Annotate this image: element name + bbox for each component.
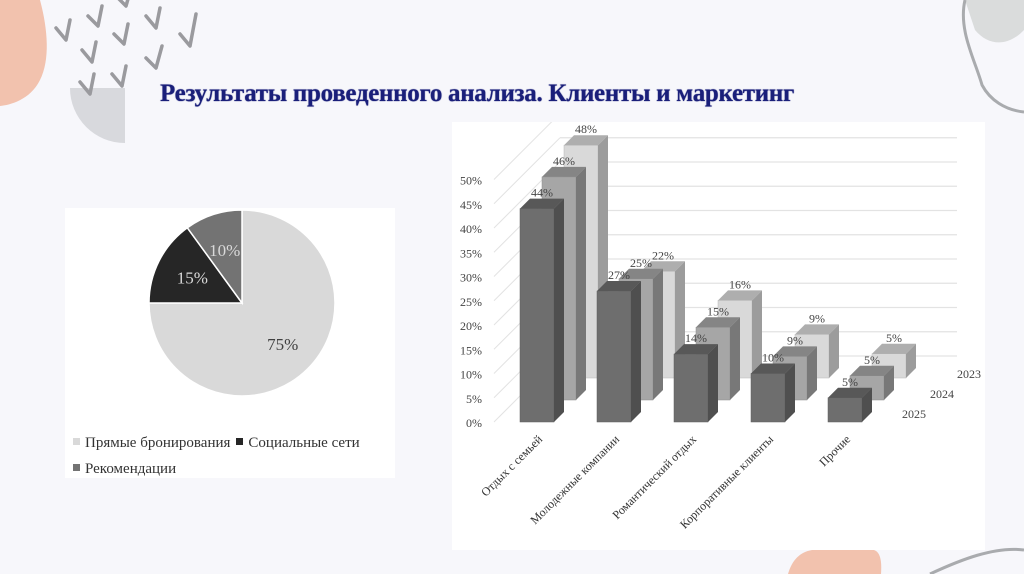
bar: 10% [750, 351, 795, 423]
y-tick-label: 20% [460, 319, 482, 333]
y-tick-label: 10% [460, 368, 482, 382]
depth-axis-label: 2024 [930, 387, 954, 401]
pie-chart: 75% 15%10% [148, 209, 336, 397]
legend-swatch-icon [236, 438, 244, 446]
bar-value-label: 15% [707, 304, 729, 318]
y-tick-label: 0% [466, 416, 482, 430]
category-label: Молодежные компании [527, 432, 622, 527]
y-tick-label: 25% [460, 295, 482, 309]
legend-swatch-icon [73, 464, 80, 472]
gray-quarter-circle [70, 88, 125, 143]
y-tick-label: 45% [460, 198, 482, 212]
y-tick-label: 50% [460, 174, 482, 188]
legend-item-recommendations: Рекомендации [73, 456, 176, 482]
bar-value-label: 27% [608, 268, 630, 282]
category-label: Романтический отдых [609, 432, 699, 522]
y-tick-label: 5% [466, 392, 482, 406]
bar-value-label: 5% [864, 353, 880, 367]
y-tick-label: 30% [460, 271, 482, 285]
bar: 14% [673, 331, 718, 423]
bar-value-label: 48% [575, 122, 597, 136]
bar-chart-3d: 0% 5% 10% 15% 20% 25% 30% 35% 40% 45% 50% 48% 22% 16%… [460, 122, 981, 531]
bar-value-label: 25% [630, 256, 652, 270]
pie-slice [148, 209, 336, 397]
bar-value-label: 5% [842, 375, 858, 389]
depth-axis-label: 2025 [902, 407, 926, 421]
y-tick-label: 35% [460, 246, 482, 260]
pie-legend: Прямые бронирования Социальные сети Реком… [73, 430, 366, 482]
slide-title: Результаты проведенного анализа. Клиенты… [160, 80, 795, 107]
legend-item-social: Социальные сети [236, 430, 360, 456]
bar-value-label: 10% [762, 351, 784, 365]
peach-blob-top-left [0, 0, 47, 106]
checkmark-pattern [54, 0, 198, 96]
legend-item-direct-booking: Прямые бронирования [73, 430, 230, 456]
bar-value-label: 9% [809, 311, 825, 325]
bar-value-label: 22% [652, 248, 674, 262]
pie-slice-label: 75% [267, 335, 298, 354]
bar-value-label: 9% [787, 333, 803, 347]
pie-slice-label: 10% [209, 241, 240, 260]
y-tick-label: 15% [460, 343, 482, 357]
depth-axis-label: 2023 [957, 367, 981, 381]
legend-swatch-icon [73, 438, 80, 446]
gray-curve-bottom-right [929, 547, 1024, 574]
bar-value-label: 44% [531, 186, 553, 200]
peach-blob-bottom [788, 550, 882, 574]
gray-curve-top-right [961, 0, 1024, 114]
bar-value-label: 16% [729, 277, 751, 291]
bar-value-label: 14% [685, 331, 707, 345]
bar-value-label: 46% [553, 154, 575, 168]
pie-slice [186, 209, 243, 306]
bar: 44% [519, 186, 564, 423]
y-tick-label: 40% [460, 222, 482, 236]
bar-value-label: 5% [886, 331, 902, 345]
category-label: Прочие [816, 432, 853, 469]
bar: 5% [827, 375, 872, 423]
pie-slice-label: 15% [177, 269, 208, 288]
pie-chart-panel: 75% 15% 10% Прямые бронирования Социальные … [65, 208, 395, 478]
bar: 27% [596, 268, 641, 423]
bar-chart-panel: 0% 5% 10% 15% 20% 25% 30% 35% 40% 45% 50% 48% 22% 16%… [452, 122, 985, 550]
category-label: Отдых с семьей [478, 432, 545, 499]
pie-slice [148, 226, 244, 304]
gray-blob-top-right [965, 0, 1024, 43]
